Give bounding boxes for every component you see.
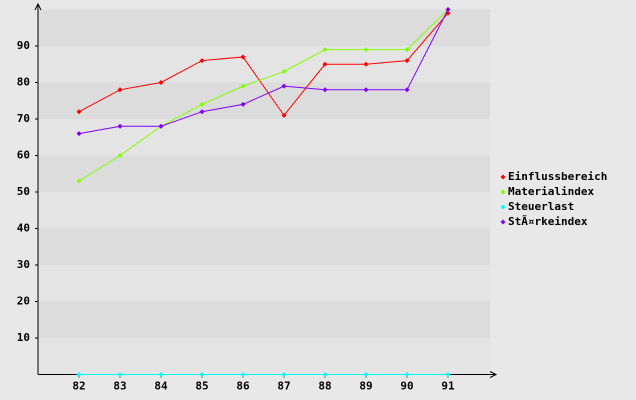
data-point [117,153,123,158]
y-tick-label: 60 [17,149,30,162]
series-line [78,12,449,117]
y-tick-label: 30 [17,258,30,271]
data-point [117,87,123,93]
grid-band [38,46,490,83]
data-point [240,101,246,107]
data-point [363,372,369,377]
data-point [404,372,410,377]
legend-label: Materialindex [508,185,594,198]
x-tick-label: 83 [113,380,126,393]
x-tick-label: 89 [359,380,372,393]
data-point [363,47,369,53]
grid-band [38,119,490,156]
legend-label: StÃ¤rkeindex [508,215,588,228]
data-point [199,58,205,64]
x-tick-label: 87 [277,380,290,393]
data-point [281,372,287,377]
y-tick-label: 40 [17,222,30,235]
data-point [322,87,328,93]
data-point [158,80,164,85]
data-point [404,58,410,64]
data-point [158,123,164,129]
data-point [240,54,246,60]
legend-marker [500,204,506,210]
y-tick-label: 10 [17,331,30,344]
data-point [322,372,328,377]
y-tick-label: 20 [17,295,30,308]
grid-band [38,265,490,302]
grid-band [38,192,490,229]
data-point [76,131,82,137]
legend-marker [500,174,506,180]
y-tick-label: 90 [17,39,30,52]
y-tick-label: 50 [17,185,30,198]
data-point [158,372,164,377]
data-point [322,61,328,67]
x-tick-label: 84 [154,380,168,393]
data-point [322,47,328,53]
grid-band [38,301,490,338]
y-tick-label: 70 [17,112,30,125]
x-tick-label: 88 [318,380,331,393]
data-point [76,109,82,115]
series-line [78,9,449,135]
data-point [363,61,369,67]
x-tick-label: 85 [195,380,208,393]
data-point [117,372,123,377]
legend-marker [500,189,506,195]
y-tick-label: 80 [17,76,30,89]
data-point [76,372,82,377]
legend-label: Steuerlast [508,200,574,213]
data-point [240,83,246,89]
data-point [199,109,205,115]
data-point [404,87,410,93]
grid-band [38,82,490,119]
grid-band [38,9,490,46]
x-tick-label: 86 [236,380,250,393]
data-point [240,372,246,377]
data-point [281,83,287,89]
x-tick-label: 82 [72,380,85,393]
grid-band [38,228,490,265]
x-tick-label: 91 [441,380,455,393]
data-point [117,123,123,129]
data-point [445,7,451,12]
data-point [363,87,369,93]
grid-band [38,338,490,375]
y-axis-arrow [34,2,42,11]
data-point [445,372,451,377]
data-point [281,112,287,118]
data-point [199,372,205,377]
legend-label: Einflussbereich [508,170,607,183]
data-point [281,69,287,75]
data-point [76,178,82,184]
data-point [199,101,205,107]
x-axis-arrow [489,371,498,378]
data-point [404,47,410,53]
legend-marker [500,219,506,225]
x-tick-label: 90 [400,380,413,393]
grid-band [38,155,490,192]
series-line [78,9,449,182]
